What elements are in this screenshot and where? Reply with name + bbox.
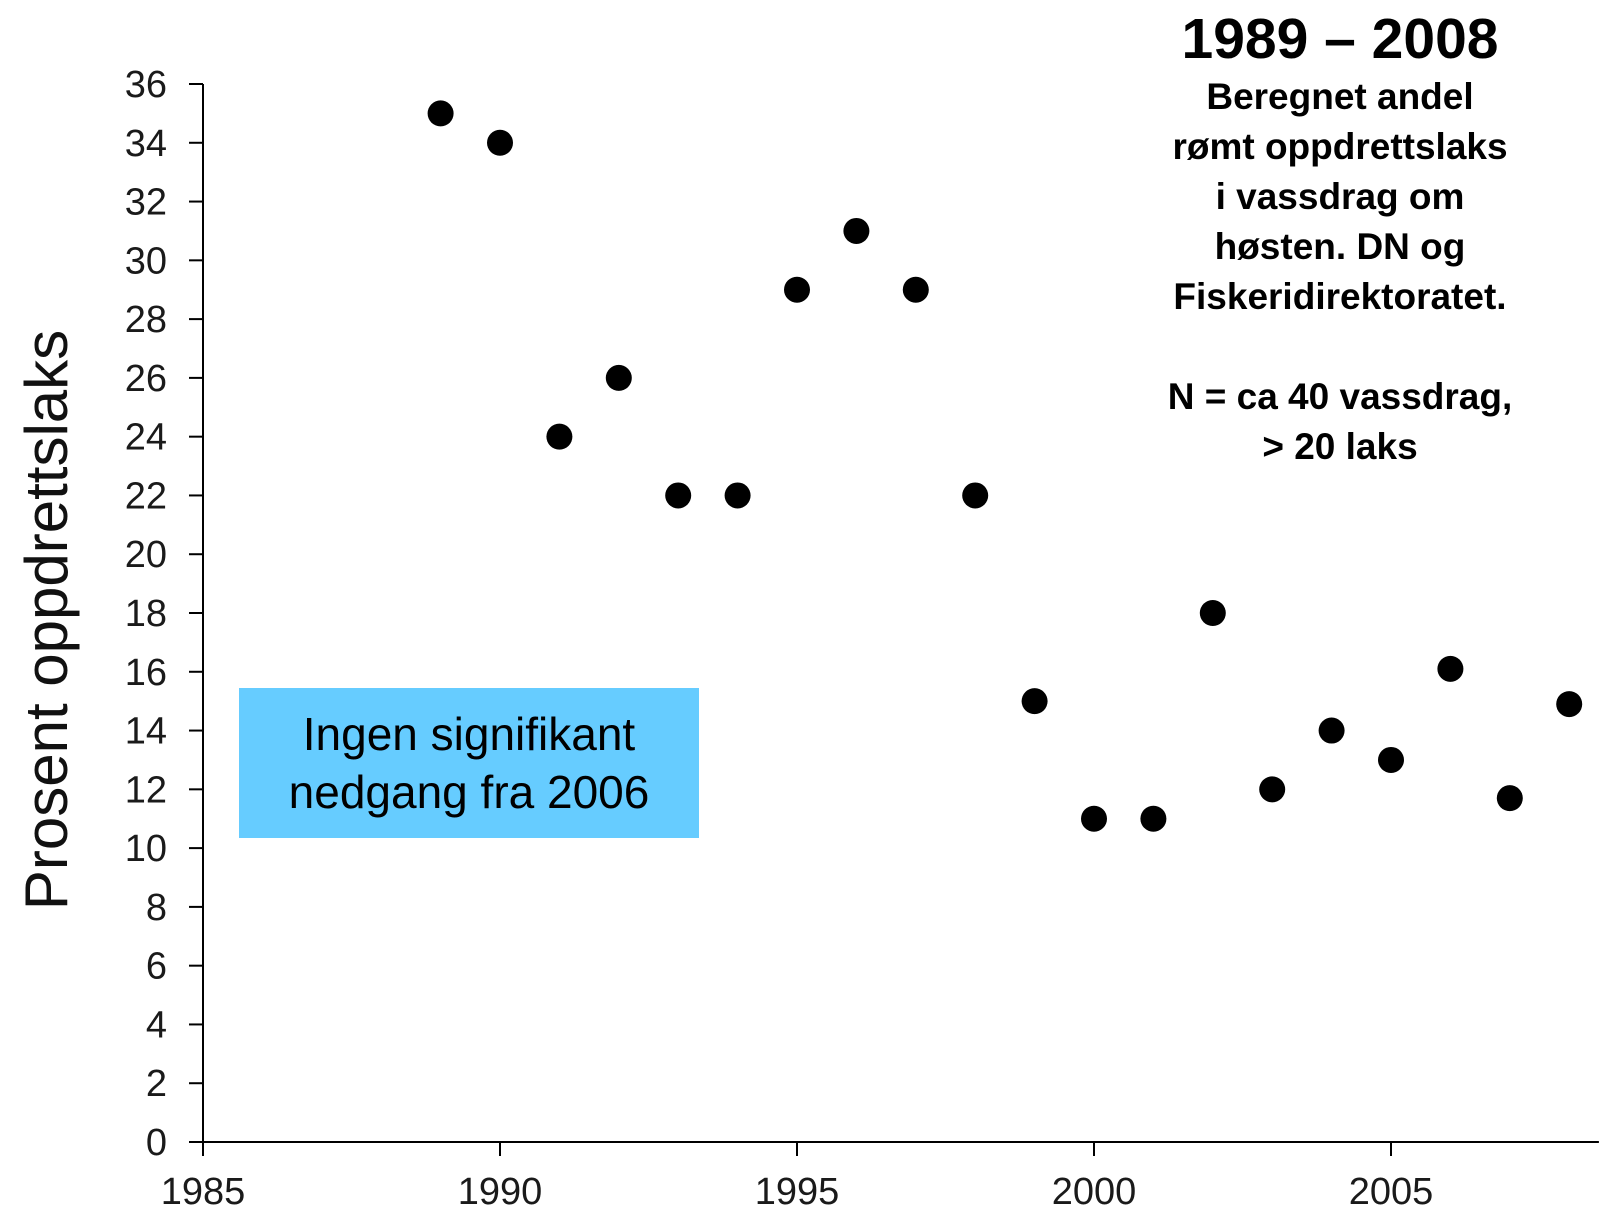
data-point: [902, 276, 929, 303]
data-point: [962, 482, 989, 509]
data-point: [1378, 746, 1404, 773]
data-point: [724, 482, 751, 509]
data-points: [427, 100, 1583, 832]
data-point: [546, 423, 573, 450]
y-tick-label: 24: [125, 417, 167, 459]
y-tick-label: 12: [125, 769, 167, 811]
y-tick-label: 20: [125, 534, 167, 576]
description-line-2: rømt oppdrettslaks: [1172, 126, 1508, 167]
x-tick-label: 2000: [1052, 1171, 1137, 1213]
y-tick-label: 26: [125, 358, 167, 400]
data-point: [1259, 776, 1286, 803]
y-axis-label: Prosent oppdrettslaks: [13, 330, 80, 910]
annotation-line-1: Ingen signifikant: [302, 708, 636, 760]
y-tick-label: 10: [125, 828, 167, 870]
data-point: [1199, 600, 1226, 626]
data-point: [427, 100, 454, 127]
annotation-line-2: nedgang fra 2006: [288, 766, 650, 818]
x-axis-ticks: 1985 1990 1995 2000 2005: [161, 1142, 1434, 1213]
y-tick-label: 14: [125, 711, 167, 753]
description-line-4: høsten. DN og: [1214, 226, 1466, 267]
y-tick-label: 16: [125, 652, 167, 694]
y-tick-label: 32: [125, 182, 167, 224]
y-tick-label: 30: [125, 240, 167, 282]
annotation-box: Ingen signifikant nedgang fra 2006: [239, 688, 699, 838]
title-block: 1989 – 2008 Beregnet andel rømt oppdrett…: [1140, 6, 1540, 472]
description-line-5: Fiskeridirektoratet.: [1173, 276, 1507, 317]
sample-size-line-2: > 20 laks: [1262, 426, 1418, 467]
y-tick-label: 0: [146, 1122, 167, 1164]
y-tick-label: 8: [146, 887, 167, 929]
x-tick-label: 1985: [161, 1171, 246, 1213]
data-point: [1437, 655, 1464, 682]
y-tick-label: 6: [146, 946, 167, 988]
spacer: [1140, 322, 1540, 372]
x-tick-label: 1995: [755, 1171, 840, 1213]
y-tick-label: 36: [125, 64, 167, 106]
y-tick-label: 18: [125, 593, 167, 635]
data-point: [665, 482, 692, 509]
description-line-3: i vassdrag om: [1215, 176, 1465, 217]
data-point: [605, 364, 632, 391]
data-point: [784, 276, 810, 303]
chart-title: 1989 – 2008: [1181, 7, 1499, 71]
data-point: [843, 217, 870, 244]
y-tick-label: 22: [125, 475, 167, 517]
data-point: [1140, 805, 1167, 832]
y-tick-label: 28: [125, 299, 167, 341]
data-point: [1496, 785, 1523, 812]
data-point: [1021, 688, 1048, 715]
data-point: [1318, 717, 1345, 744]
data-point: [487, 129, 513, 156]
y-tick-label: 34: [125, 123, 167, 165]
sample-size-line-1: N = ca 40 vassdrag,: [1167, 376, 1513, 417]
data-point: [1556, 691, 1583, 718]
x-tick-label: 2005: [1349, 1171, 1434, 1213]
data-point: [1081, 805, 1107, 832]
y-tick-label: 2: [146, 1063, 167, 1105]
description-line-1: Beregnet andel: [1206, 76, 1474, 117]
y-tick-label: 4: [146, 1004, 167, 1046]
x-tick-label: 1990: [458, 1171, 543, 1213]
